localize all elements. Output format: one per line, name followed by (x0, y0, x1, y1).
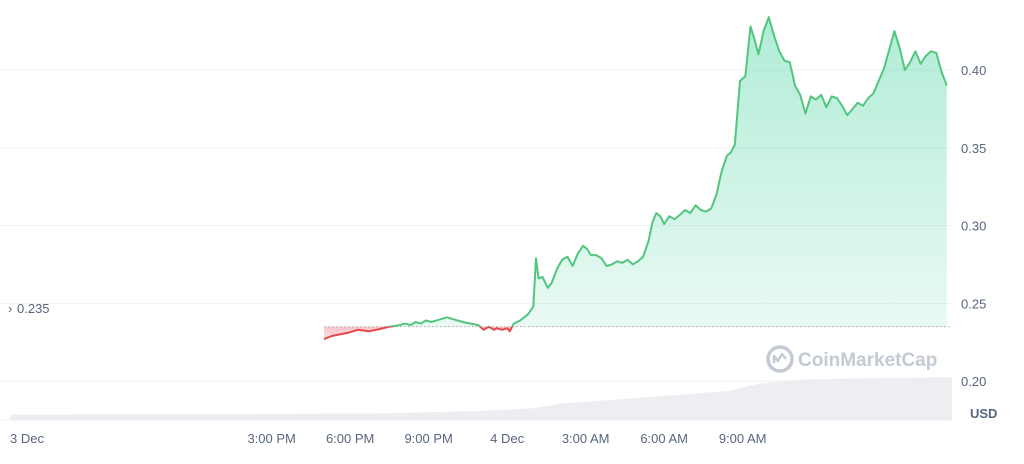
x-tick-label: 9:00 PM (404, 431, 452, 446)
watermark: CoinMarketCap (766, 345, 937, 373)
svg-text:›: › (8, 301, 12, 316)
area-fill-up (389, 17, 947, 327)
y-tick-label: 0.20 (961, 374, 986, 389)
x-tick-label: 3:00 AM (562, 431, 610, 446)
y-axis: 0.40 0.35 0.30 0.25 0.20 (961, 63, 986, 389)
x-tick-label: 6:00 PM (326, 431, 374, 446)
x-axis: 3 Dec 3:00 PM 6:00 PM 9:00 PM 4 Dec 3:00 AM 6:… (10, 431, 767, 446)
currency-label: USD (970, 406, 997, 421)
x-tick-label: 4 Dec (490, 431, 524, 446)
y-tick-label: 0.30 (961, 219, 986, 234)
volume-fill (10, 377, 952, 420)
watermark-text: CoinMarketCap (798, 350, 937, 371)
y-tick-label: 0.25 (961, 296, 986, 311)
price-line (323, 16, 948, 341)
x-tick-label: 3:00 PM (247, 431, 295, 446)
baseline-label: 0.235 (17, 301, 50, 316)
x-tick-label: 3 Dec (10, 431, 44, 446)
volume-area (10, 377, 952, 420)
y-tick-label: 0.40 (961, 63, 986, 78)
x-tick-label: 9:00 AM (719, 431, 767, 446)
price-line-up (385, 16, 948, 327)
x-tick-label: 6:00 AM (640, 431, 688, 446)
baseline-marker: › 0.235 (8, 301, 50, 316)
y-tick-label: 0.35 (961, 141, 986, 156)
price-area (324, 17, 947, 340)
coinmarketcap-logo-icon (766, 345, 794, 373)
